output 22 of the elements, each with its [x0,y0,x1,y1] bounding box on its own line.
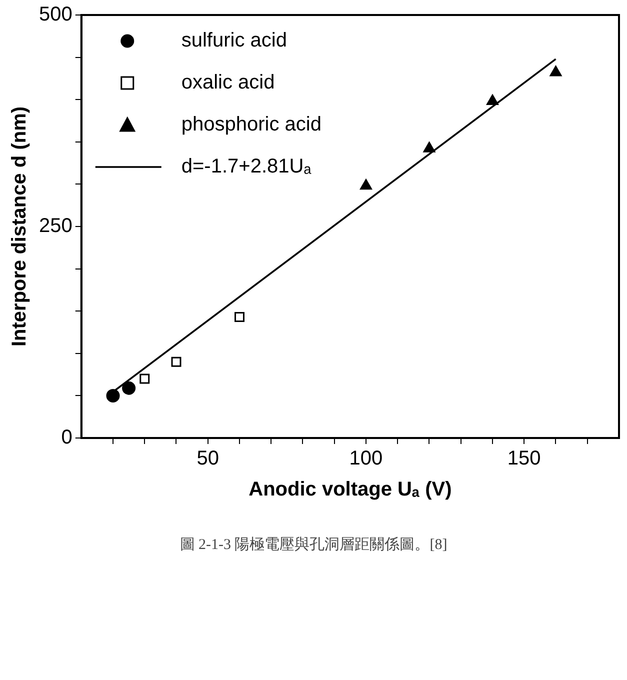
legend-label: sulfuric acid [181,30,287,52]
point [122,381,136,395]
legend-label: d=-1.7+2.81Uₐ [181,156,312,178]
y-tick-label: 250 [38,215,72,238]
y-axis-title: Interpore distance d (nm) [8,106,31,347]
y-tick-label: 500 [38,4,72,26]
point [423,142,436,152]
point [550,66,562,76]
x-tick-label: 150 [507,448,541,470]
x-tick-label: 100 [349,448,383,470]
legend-label: phosphoric acid [181,114,322,136]
x-axis-title: Anodic voltage Uₐ (V) [248,478,452,501]
y-tick-label: 0 [61,426,72,449]
point [234,312,244,322]
legend-label: oxalic acid [181,72,275,94]
x-tick-label: 50 [196,448,219,470]
caption: 圖 2-1-3 陽極電壓與孔洞層距關係圖。[8] [178,536,448,554]
point [106,388,120,402]
point [360,179,372,190]
point [140,374,150,384]
point [171,356,182,367]
point [486,94,498,106]
